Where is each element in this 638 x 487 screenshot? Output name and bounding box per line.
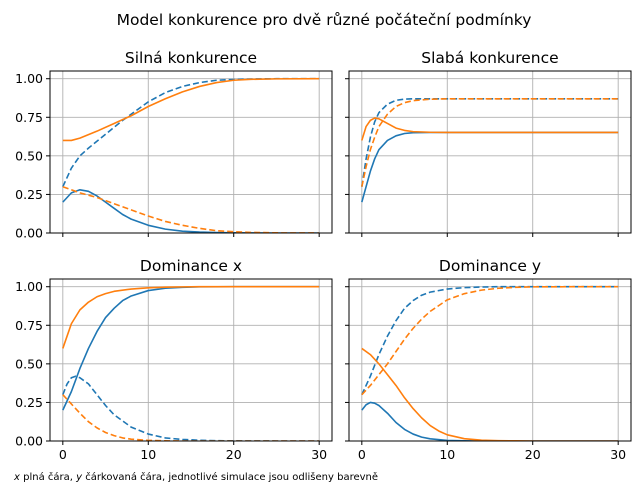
x-tick-label: 0 bbox=[358, 447, 366, 462]
axes-frame bbox=[49, 278, 333, 442]
y-tick-label: 1.00 bbox=[15, 71, 43, 86]
series-line-sim2-dashed bbox=[361, 97, 619, 187]
y-tick-label: 0.00 bbox=[15, 434, 43, 449]
series-line-sim1-dashed bbox=[361, 285, 619, 396]
figure-title: Model konkurence pro dvě různé počáteční… bbox=[117, 11, 532, 29]
series-line-sim2-solid bbox=[361, 347, 619, 441]
panel-title: Dominance x bbox=[140, 257, 242, 275]
x-tick-label: 20 bbox=[226, 447, 242, 462]
x-tick-label: 20 bbox=[525, 447, 541, 462]
y-tick-label: 0.25 bbox=[15, 395, 43, 410]
series-line-sim2-solid bbox=[62, 285, 320, 349]
series-line-sim2-dashed bbox=[361, 285, 619, 396]
series-line-sim1-dashed bbox=[62, 375, 320, 441]
panel-title: Silná konkurence bbox=[125, 49, 257, 67]
axes-frame bbox=[348, 70, 632, 234]
series-line-sim2-dashed bbox=[62, 185, 320, 233]
series-line-sim1-solid bbox=[361, 401, 619, 441]
footer-text-b: čárkovaná čára, jednotlivé simulace jsou… bbox=[82, 471, 378, 483]
panel-4: Dominance y 0 10 20 30 bbox=[345, 257, 632, 462]
y-tick-label: 0.00 bbox=[15, 226, 43, 241]
series-line-sim1-solid bbox=[361, 131, 619, 203]
x-tick-label: 10 bbox=[439, 447, 455, 462]
series-line-sim2-solid bbox=[62, 77, 320, 142]
x-tick-label: 0 bbox=[59, 447, 67, 462]
x-tick-label: 30 bbox=[311, 447, 327, 462]
series-line-sim1-solid bbox=[62, 189, 320, 233]
y-tick-label: 0.75 bbox=[15, 110, 43, 125]
y-tick-label: 0.75 bbox=[15, 318, 43, 333]
axes-frame bbox=[348, 278, 632, 442]
panel-title: Slabá konkurence bbox=[421, 49, 558, 67]
y-tick-label: 0.50 bbox=[15, 148, 43, 163]
series-line-sim1-solid bbox=[62, 285, 320, 411]
axes-frame bbox=[49, 70, 333, 234]
series-line-sim2-solid bbox=[361, 117, 619, 141]
panel-3: Dominance x 0 10 20 30 0.00 0.25 0.50 0.75 1.00 bbox=[15, 257, 333, 462]
x-tick-label: 10 bbox=[140, 447, 156, 462]
panel-title: Dominance y bbox=[439, 257, 541, 275]
x-tick-label: 30 bbox=[610, 447, 626, 462]
series-line-sim1-dashed bbox=[361, 97, 619, 187]
y-tick-label: 0.25 bbox=[15, 187, 43, 202]
footer-text-a: plná čára, bbox=[20, 471, 76, 483]
series-line-sim2-dashed bbox=[62, 394, 320, 441]
figure-footer: x plná čára, y čárkovaná čára, jednotliv… bbox=[13, 471, 378, 483]
panel-1: Silná konkurence 0.00 0.25 0.50 0.75 1.00 bbox=[15, 49, 333, 241]
panel-2: Slabá konkurence bbox=[345, 49, 632, 237]
y-tick-label: 0.50 bbox=[15, 356, 43, 371]
series-line-sim1-dashed bbox=[62, 77, 320, 188]
y-tick-label: 1.00 bbox=[15, 279, 43, 294]
